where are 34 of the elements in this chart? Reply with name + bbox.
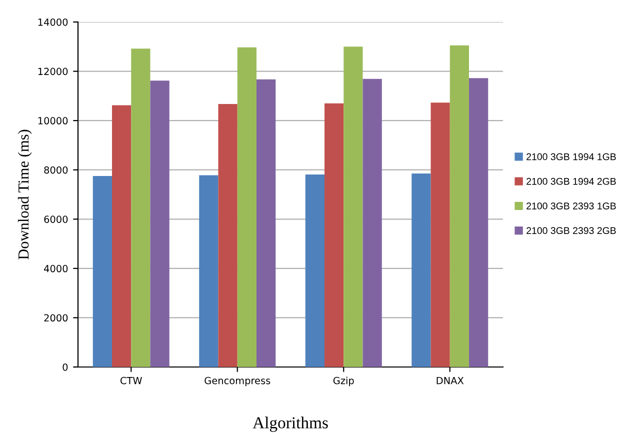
bar: [237, 47, 256, 367]
x-tick-label: DNAX: [436, 377, 464, 384]
bar: [469, 78, 488, 367]
bar: [150, 80, 170, 367]
x-tick-label: Gencompress: [204, 376, 270, 386]
y-tick-label: 14000: [38, 18, 68, 26]
legend-label: 2100 3GB 2393 2GB: [526, 227, 616, 234]
y-tick-label: 12000: [38, 68, 68, 76]
legend-label: 2100 3GB 1994 1GB: [526, 153, 616, 160]
bar: [362, 78, 382, 367]
bar: [256, 79, 276, 367]
legend-label: 2100 3GB 1994 2GB: [526, 178, 616, 185]
bar: [92, 176, 112, 367]
x-tick-label: CTW: [120, 376, 142, 384]
y-tick-label: 8000: [44, 166, 68, 174]
y-tick-label: 0: [62, 363, 68, 371]
bar: [430, 102, 450, 367]
bar: [218, 104, 238, 367]
x-axis-title: Algorithms: [252, 416, 328, 432]
x-tick-label: Gzip: [333, 376, 354, 386]
y-tick-label: 4000: [44, 264, 68, 272]
y-tick-label: 6000: [44, 216, 68, 223]
bar: [112, 105, 132, 367]
bar: [412, 174, 431, 367]
bar: [450, 45, 469, 367]
legend-label: 2100 3GB 2393 1GB: [526, 202, 616, 210]
bar: [324, 103, 344, 367]
bar: [199, 175, 218, 367]
bar: [305, 174, 324, 367]
y-tick-label: 10000: [38, 117, 68, 124]
bar: [131, 48, 150, 367]
bar: [344, 46, 363, 367]
y-tick-label: 2000: [44, 314, 68, 322]
y-axis-title: Download Time (ms): [18, 130, 32, 260]
